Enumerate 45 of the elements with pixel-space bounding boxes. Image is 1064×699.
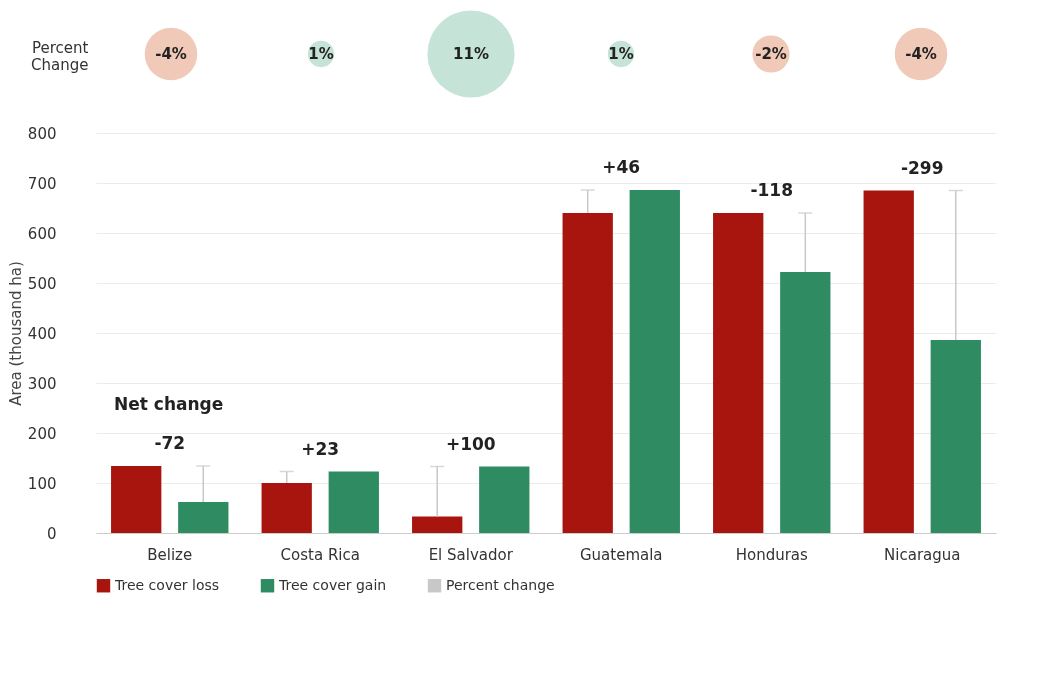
annotation: Net change — [114, 394, 224, 414]
bar — [562, 213, 613, 533]
annotation: -299 — [900, 157, 944, 178]
annotation: -72 — [154, 433, 186, 453]
x-tick-label: Nicaragua — [884, 545, 961, 564]
y-tick-label: 100 — [27, 474, 57, 493]
data-label: 11% — [453, 45, 489, 63]
bar — [178, 502, 229, 533]
annotation: +100 — [445, 433, 496, 454]
x-tick-label: Honduras — [735, 545, 809, 564]
annotation: +46 — [602, 157, 641, 177]
y-tick-label: 600 — [27, 224, 57, 243]
x-tick-label: Costa Rica — [280, 545, 360, 564]
bar — [930, 340, 981, 533]
x-tick-label: Guatemala — [579, 545, 663, 564]
data-label: -4% — [905, 45, 937, 63]
bar — [412, 516, 463, 533]
bar — [261, 483, 312, 533]
data-label: -4% — [155, 45, 187, 63]
legend-label: Tree cover loss — [114, 576, 220, 593]
data-label: -2% — [755, 45, 787, 63]
data-label: 1% — [308, 45, 334, 63]
bar — [629, 190, 680, 533]
x-tick-label: El Salvador — [428, 545, 514, 564]
y-axis-title: Area (thousand ha) — [6, 261, 25, 406]
y-tick-label: 700 — [27, 174, 57, 193]
legend-label: Percent change — [446, 576, 555, 593]
y-tick-label: 200 — [27, 424, 57, 443]
text: Percent Change — [31, 38, 89, 74]
bar — [863, 190, 914, 533]
x-tick-label: Belize — [147, 545, 193, 564]
bar — [713, 213, 764, 533]
y-tick-label: 300 — [27, 374, 57, 393]
annotation: +23 — [301, 438, 340, 459]
y-tick-label: 400 — [27, 324, 57, 343]
bar — [479, 466, 530, 533]
data-label: 1% — [608, 45, 634, 63]
y-tick-label: 500 — [27, 274, 57, 293]
bar — [780, 272, 831, 533]
y-tick-label: 0 — [46, 524, 57, 543]
annotation: -118 — [750, 180, 794, 200]
bar — [328, 471, 379, 533]
y-tick-label: 800 — [27, 124, 57, 143]
bar — [111, 466, 162, 533]
legend-label: Tree cover gain — [278, 576, 387, 593]
